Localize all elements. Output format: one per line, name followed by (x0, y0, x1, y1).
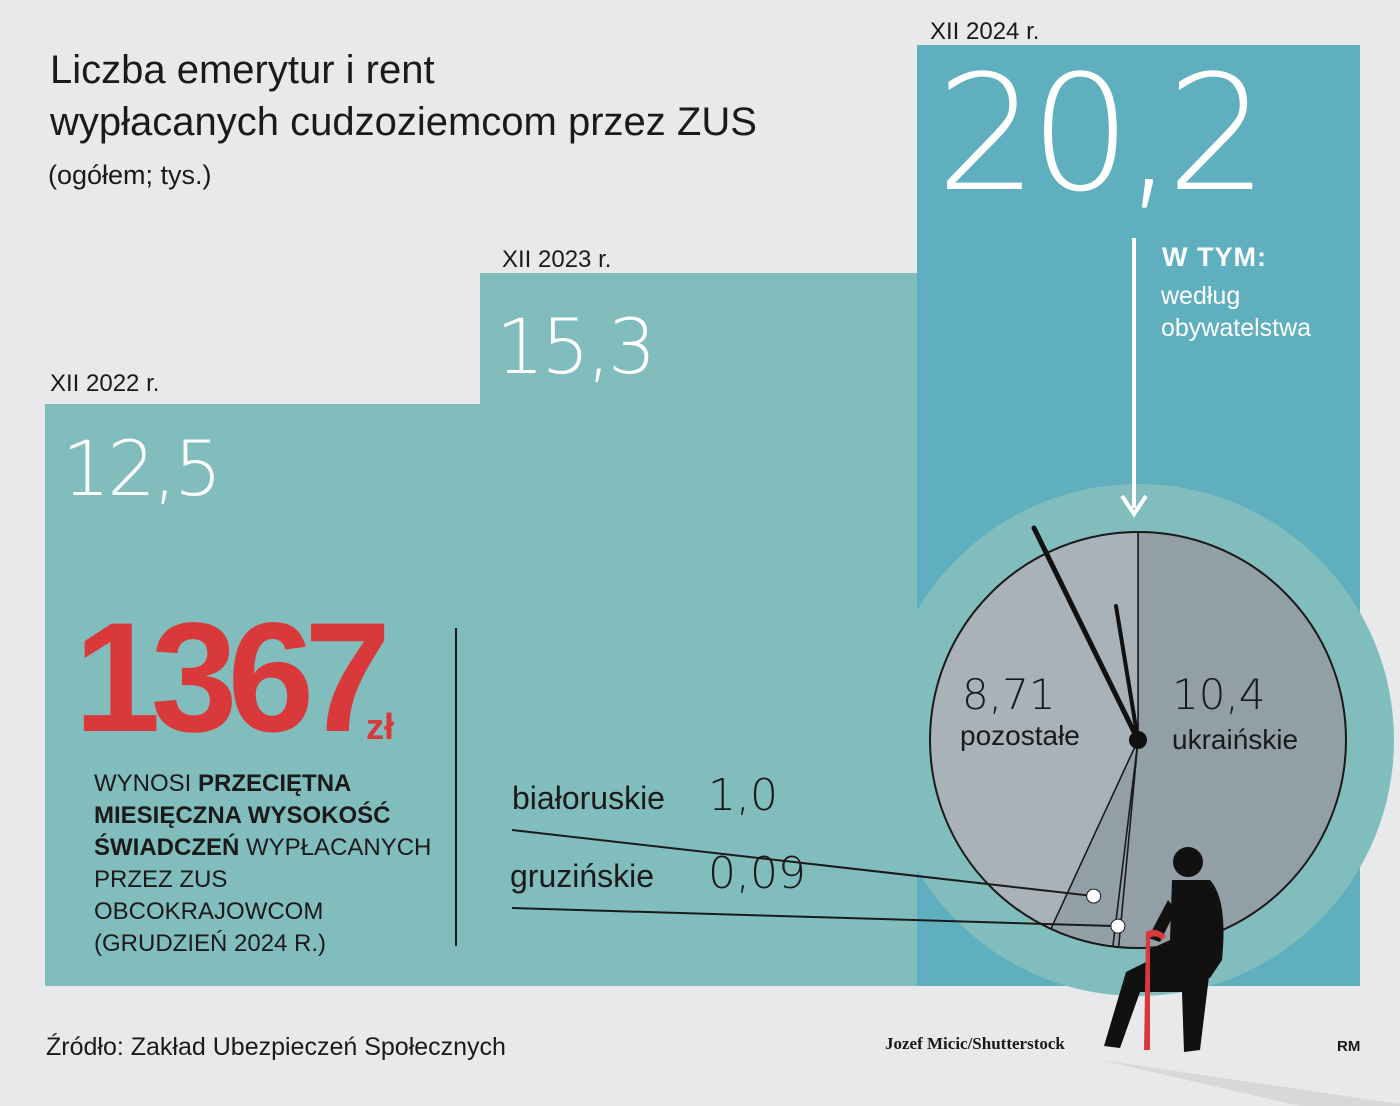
chart-title: Liczba emerytur i rent wypłacanych cudzo… (50, 44, 757, 148)
breakdown-arrow-head (1120, 494, 1148, 518)
bar-value-2024: 20,2 (936, 40, 1268, 227)
pie-value-ukrainskie: 10,4 (1172, 670, 1266, 719)
desc-part-2: WYPŁACANYCH PRZEZ ZUS OBCOKRAJOWCOM (GRU… (94, 834, 432, 957)
clock-center (1129, 731, 1147, 749)
bar-value-2023: 15,3 (496, 302, 656, 391)
bar-0 (45, 404, 480, 986)
leader-label-gruzinskie: gruzińskie (510, 858, 655, 894)
average-benefit-currency: zł (366, 706, 395, 747)
author-initials: RM (1337, 1038, 1361, 1055)
figure-torso (1148, 880, 1224, 978)
breakdown-heading: W TYM: (1162, 242, 1267, 272)
average-benefit-description: WYNOSI PRZECIĘTNA MIESIĘCZNA WYSOKOŚĆ ŚW… (94, 768, 434, 960)
figure-head (1173, 847, 1203, 877)
leader-value-gruzinskie: 0,09 (708, 848, 806, 899)
desc-part-1: WYNOSI (94, 770, 199, 797)
source-note: Źródło: Zakład Ubezpieczeń Społecznych (46, 1033, 506, 1061)
figure-shadow (1100, 1060, 1400, 1106)
figure-cane (1144, 929, 1166, 1050)
title-line-1: Liczba emerytur i rent (50, 48, 435, 92)
breakdown-line-2: obywatelstwa (1161, 314, 1312, 342)
leader-line-gruzinskie (511, 907, 1118, 928)
clock-hand-short (1114, 604, 1140, 742)
figure-legs (1104, 960, 1210, 1052)
bar-value-2022: 12,5 (62, 424, 222, 513)
average-benefit-amount: 1367 (74, 591, 391, 765)
pie-outline (929, 531, 1347, 949)
period-label-2024: XII 2024 r. (930, 18, 1040, 45)
leader-dot-gruzinskie (1110, 918, 1126, 934)
desc-bold: PRZECIĘTNA MIESIĘCZNA WYSOKOŚĆ ŚWIADCZEŃ (94, 770, 391, 861)
period-label-2023: XII 2023 r. (502, 246, 612, 273)
chart-subtitle: (ogółem; tys.) (48, 160, 212, 190)
pie-value-pozostale: 8,71 (962, 670, 1056, 719)
clock-hand-long (1031, 525, 1141, 743)
leader-dot-bialoruskie (1086, 888, 1102, 904)
pie-label-pozostale: pozostałe (960, 720, 1080, 751)
period-label-2022: XII 2022 r. (50, 370, 160, 397)
title-line-2: wypłacanych cudzoziemcom przez ZUS (50, 100, 757, 144)
breakdown-line-1: według (1161, 282, 1241, 310)
photo-credit: Jozef Micic/Shutterstock (885, 1034, 1065, 1053)
leader-value-bialoruskie: 1,0 (708, 770, 778, 821)
pie-label-ukrainskie: ukraińskie (1172, 724, 1299, 755)
leader-line-bialoruskie (511, 829, 1094, 898)
leader-label-bialoruskie: białoruskie (512, 780, 665, 816)
